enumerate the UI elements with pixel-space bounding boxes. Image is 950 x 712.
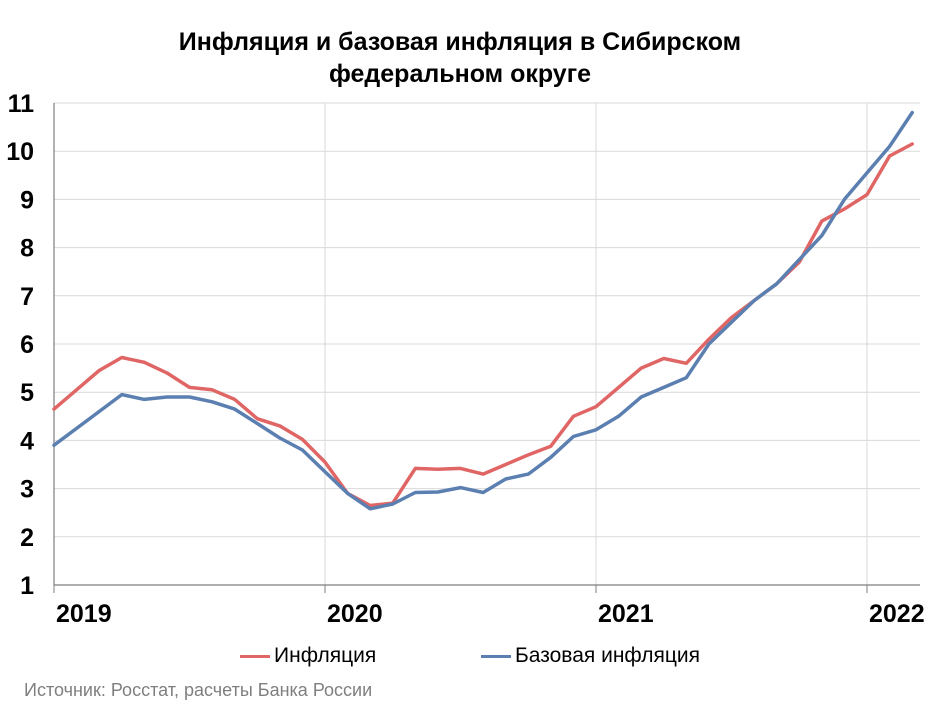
y-tick-label: 6	[20, 331, 34, 359]
legend-swatch-inflation	[240, 654, 270, 658]
y-tick-label: 11	[8, 90, 35, 118]
chart-title-line2: федеральном округе	[328, 60, 592, 88]
x-tick-label: 2019	[56, 600, 112, 628]
legend-label-core-inflation: Базовая инфляция	[515, 644, 701, 667]
y-tick-label: 2	[20, 524, 34, 552]
y-tick-label: 5	[20, 379, 34, 407]
y-tick-label: 8	[20, 235, 34, 263]
source-note: Источник: Росстат, расчеты Банка России	[24, 680, 373, 700]
chart-title-line1: Инфляция и базовая инфляция в Сибирском	[178, 28, 742, 56]
legend-label-inflation: Инфляция	[274, 644, 377, 667]
series-line-core-inflation	[52, 110, 914, 511]
y-tick-label: 1	[20, 572, 34, 600]
x-tick-label: 2022	[869, 600, 925, 628]
y-tick-label: 4	[20, 427, 34, 455]
series-line-inflation	[52, 142, 914, 508]
chart-legend: Инфляция Базовая инфляция	[0, 644, 950, 674]
y-tick-label: 3	[20, 476, 34, 504]
legend-item-inflation: Инфляция	[240, 644, 376, 668]
chart-title: Инфляция и базовая инфляция в Сибирском …	[0, 26, 920, 90]
legend-item-core-inflation: Базовая инфляция	[481, 644, 700, 668]
chart-plot: 1 2 3 4 5 6 7 8 9 10 11 2019 2020 2021 2022	[6, 90, 925, 628]
y-tick-label: 7	[20, 283, 34, 311]
x-tick-label: 2020	[327, 600, 383, 628]
legend-swatch-core-inflation	[481, 654, 511, 658]
x-tick-label: 2021	[598, 600, 654, 628]
y-tick-label: 10	[6, 138, 34, 166]
y-tick-label: 9	[20, 186, 34, 214]
